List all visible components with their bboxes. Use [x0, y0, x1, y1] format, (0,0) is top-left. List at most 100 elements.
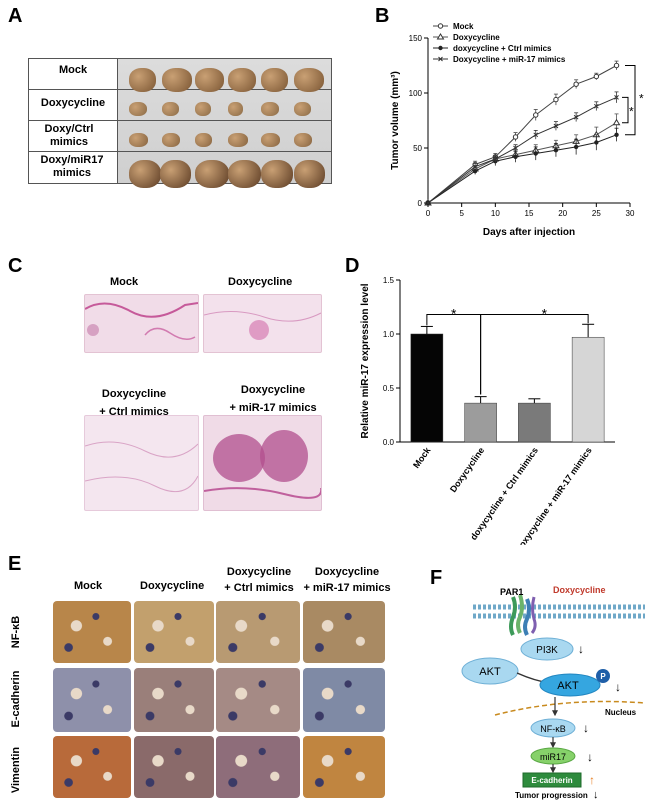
ihc-col-ctrl: Doxycycline + Ctrl mimics	[224, 566, 294, 594]
legend-marker	[438, 56, 443, 62]
panel-d-label: D	[345, 255, 360, 277]
x-tick-label: 5	[459, 209, 464, 218]
phospho-label: P	[600, 672, 606, 681]
tumor-specimen	[294, 68, 324, 92]
ihc-col-mock: Mock	[74, 580, 103, 592]
y-tick-label: 1.0	[383, 330, 395, 339]
ecadherin-label: E-cadherin	[531, 776, 572, 785]
data-point	[593, 103, 599, 109]
akt-p-node	[539, 673, 601, 697]
x-tick-label: 30	[626, 209, 635, 218]
he-image-doxy	[203, 294, 322, 353]
data-point	[533, 151, 538, 156]
y-tick-label: 1.5	[383, 276, 395, 285]
tumor-specimen	[195, 68, 224, 92]
he-image-mir17	[203, 415, 322, 511]
panel-a-table: Mock Doxycycline Doxy/Ctrl mimics Doxy/m…	[28, 58, 332, 188]
ecadherin-node	[522, 772, 582, 788]
data-point	[492, 156, 498, 162]
bar	[410, 333, 444, 443]
x-tick-label: 15	[525, 209, 534, 218]
mir17-label: miR17	[540, 752, 566, 762]
tumor-specimen	[129, 160, 161, 188]
legend-marker	[438, 45, 443, 51]
pi3k-node	[520, 637, 574, 661]
tumor-specimen	[195, 160, 229, 188]
tumor-specimen	[228, 132, 248, 147]
data-point	[573, 114, 579, 120]
tumor-specimen	[261, 101, 279, 116]
tumor-specimen	[162, 68, 192, 92]
ihc-row-nfkb: NF-κB	[10, 615, 22, 649]
legend-marker	[436, 33, 445, 40]
y-tick-label: 100	[409, 89, 423, 98]
row-label-doxy-ctrl: Doxy/Ctrl mimics	[44, 123, 94, 148]
ihc-row-vimentin: Vimentin	[10, 746, 22, 794]
category-label: Mock	[411, 445, 433, 470]
data-point	[513, 154, 518, 159]
he-texture	[85, 302, 198, 340]
nfkb-down-arrow: ↓	[583, 721, 589, 735]
ihc-image	[216, 668, 300, 732]
panel-c-label-doxy: Doxycycline	[228, 276, 293, 288]
row-label-mock: Mock	[58, 64, 88, 76]
par1-receptor-icon	[509, 594, 537, 636]
series-line	[427, 134, 617, 204]
ihc-row-ecadherin: E-cadherin	[10, 670, 22, 728]
x-tick-label: 20	[558, 209, 567, 218]
tumor-specimen	[294, 132, 312, 147]
legend-label: doxycycline + Ctrl mimics	[453, 44, 552, 53]
bar	[571, 336, 605, 443]
tumor-specimen	[261, 68, 288, 92]
tumor-specimen	[129, 101, 147, 116]
panel-a-label: A	[8, 5, 23, 27]
tumor-specimen	[195, 101, 211, 116]
data-point	[553, 123, 559, 129]
y-tick-label: 50	[413, 144, 422, 153]
tumor-specimen	[294, 101, 311, 116]
tumor-specimen	[162, 132, 180, 147]
tumor-specimen	[228, 160, 261, 188]
panel-f-diagram: PAR1 Doxycycline PI3K ↓ AKT AKT P ↓ Nucl…	[461, 585, 646, 800]
akt-p-label: AKT	[557, 680, 579, 692]
tumor-specimen	[162, 101, 179, 116]
legend-label: Doxycycline + miR-17 mimics	[453, 55, 566, 64]
legend-label: Mock	[453, 22, 474, 31]
tumor-specimen	[160, 160, 191, 188]
he-image-ctrl	[84, 415, 199, 511]
significance-star: *	[629, 105, 634, 119]
significance-star: *	[451, 306, 457, 322]
panel-c-label-mock: Mock	[110, 276, 139, 288]
panel-b-label: B	[375, 5, 390, 27]
he-image-mock	[84, 294, 199, 353]
panel-c-label: C	[8, 255, 23, 277]
bar	[518, 402, 551, 443]
tumor-specimen	[129, 132, 148, 147]
tumor-specimen	[228, 68, 256, 92]
panel-c-label-mir17: Doxycycline + miR-17 mimics	[229, 384, 317, 414]
x-tick-label: 0	[426, 209, 431, 218]
pi3k-down-arrow: ↓	[578, 642, 584, 656]
col-divider	[117, 59, 118, 183]
ihc-col-mir17: Doxycycline + miR-17 mimics	[303, 566, 391, 594]
category-label: Doxycycline	[448, 445, 486, 494]
data-point	[594, 140, 599, 145]
par1-label: PAR1	[500, 587, 523, 597]
ihc-image	[53, 668, 131, 732]
series-line	[427, 96, 617, 204]
y-tick-label: 0	[418, 199, 423, 208]
ihc-image	[216, 601, 300, 663]
data-point	[533, 132, 539, 138]
nucleus-boundary	[494, 700, 646, 716]
data-point	[425, 200, 431, 206]
panel-b-chart: 0 50 100 150 0 5 10 15 20 25 30 Days after injectio…	[390, 22, 644, 238]
data-point	[513, 145, 518, 151]
he-texture	[204, 430, 321, 499]
panel-f-label: F	[430, 567, 443, 589]
data-point	[573, 144, 579, 150]
he-texture	[204, 311, 321, 340]
ihc-image	[216, 736, 300, 798]
x-axis-label: Days after injection	[483, 227, 575, 238]
bar	[464, 402, 497, 443]
significance-star: *	[542, 306, 548, 322]
